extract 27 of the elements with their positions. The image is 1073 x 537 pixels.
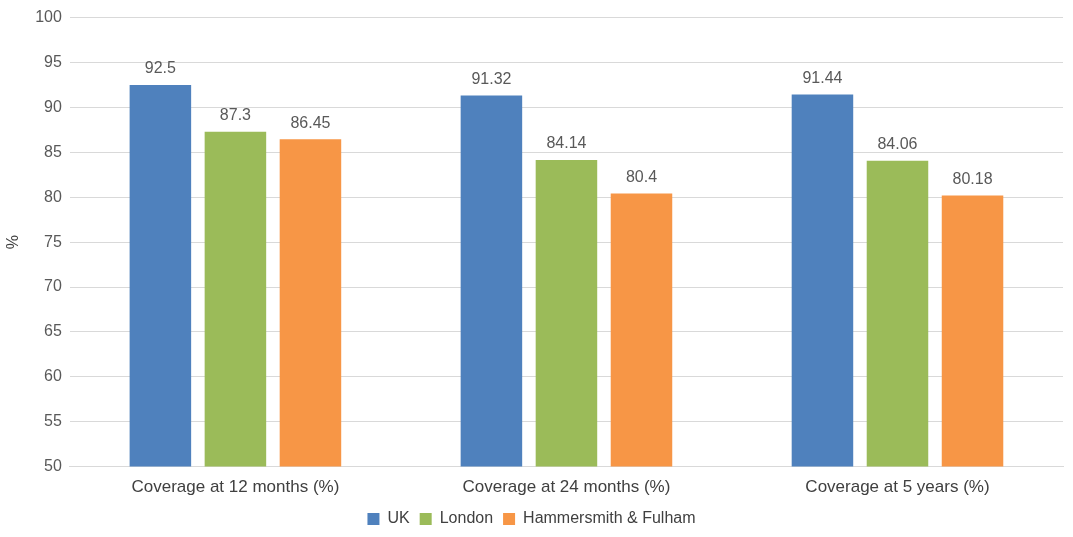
y-tick-label: 60 [44, 367, 62, 385]
data-label: 84.06 [877, 135, 918, 153]
y-tick-label: 80 [44, 187, 62, 205]
data-label: 91.44 [802, 68, 843, 86]
data-label: 84.14 [546, 134, 587, 152]
data-label: 92.5 [144, 59, 177, 77]
y-tick-label: 100 [35, 8, 62, 26]
legend-label: UK [387, 509, 411, 527]
legend-label: London [439, 509, 494, 527]
data-label: 91.32 [471, 69, 512, 87]
data-label: 80.18 [952, 169, 993, 187]
x-tick-label: Coverage at 12 months (%) [131, 477, 340, 497]
x-tick-label: Coverage at 5 years (%) [805, 477, 990, 497]
y-tick-label: 85 [44, 142, 62, 160]
y-tick-label: 55 [44, 412, 62, 430]
data-label: 87.3 [219, 106, 252, 124]
y-tick-label: 70 [44, 277, 62, 295]
legend-label: Hammersmith & Fulham [523, 509, 696, 527]
y-axis-title: % [4, 234, 22, 250]
y-tick-label: 65 [44, 322, 62, 340]
y-tick-label: 90 [44, 97, 62, 115]
data-label: 86.45 [290, 113, 331, 131]
x-tick-label: Coverage at 24 months (%) [462, 477, 671, 497]
data-label: 80.4 [625, 168, 658, 186]
y-tick-label: 50 [44, 457, 62, 475]
y-tick-label: 75 [44, 232, 62, 250]
y-tick-label: 95 [44, 52, 62, 70]
